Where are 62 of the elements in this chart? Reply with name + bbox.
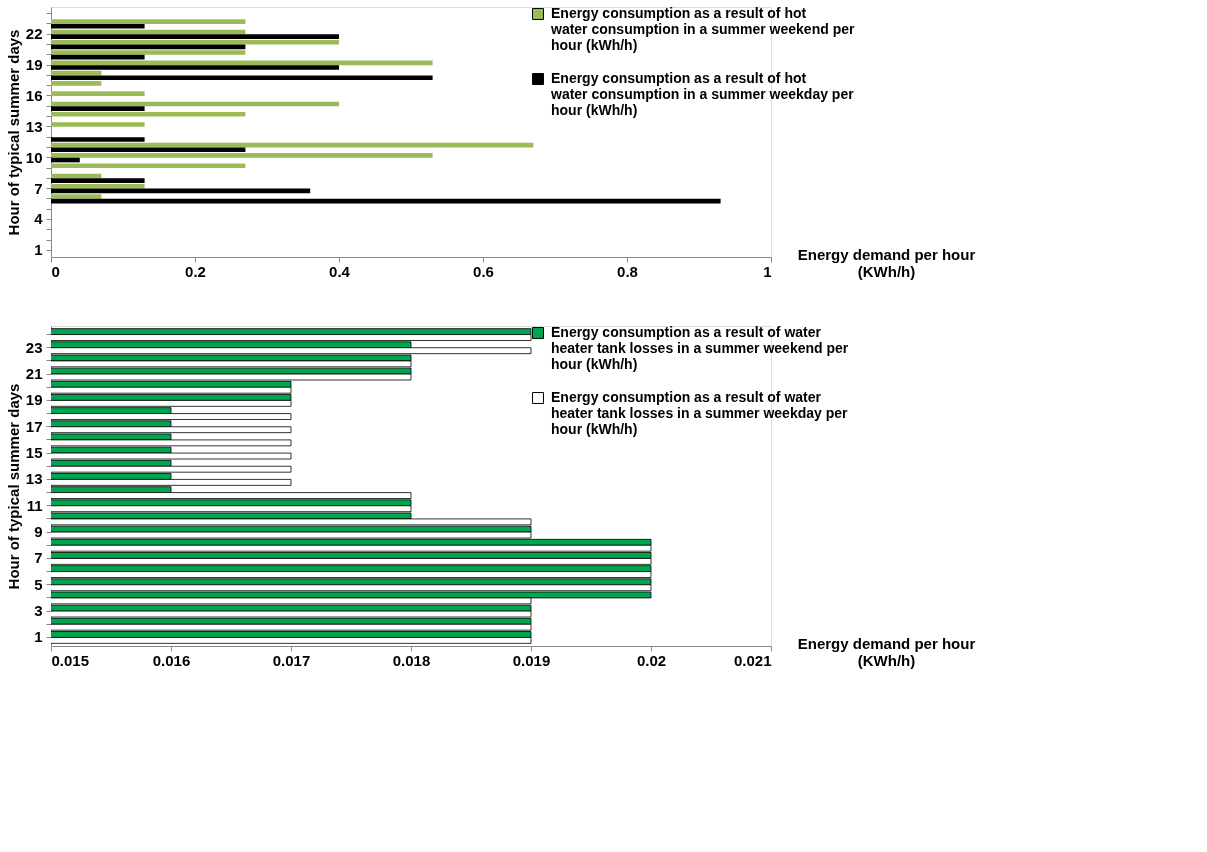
y-tick-label: 13 (25, 117, 43, 135)
x-tick-label: 1 (763, 262, 772, 280)
y-axis-title: Hour of typical summer days (4, 383, 22, 590)
bar (51, 65, 339, 70)
x-tick-label: 0.015 (51, 651, 90, 669)
y-tick-label: 7 (34, 179, 43, 197)
bar (51, 122, 145, 127)
x-tick-label: 0.017 (272, 651, 311, 669)
bar (51, 137, 145, 142)
x-tick-label: 0.019 (512, 651, 551, 669)
bar (51, 50, 246, 55)
x-tick-label: 0.8 (617, 262, 638, 280)
bar (51, 23, 145, 29)
x-tick-label: 0.02 (636, 651, 667, 669)
x-axis-title: Energy demand per hour (KWh/h) (797, 245, 976, 280)
y-tick-label: 19 (25, 56, 43, 74)
bar (51, 183, 145, 189)
x-tick-label: 0.6 (473, 262, 494, 280)
x-tick-label: 0.021 (733, 651, 772, 669)
y-axis-title: Hour of typical summer days (4, 29, 22, 236)
x-tick-label: 0.2 (185, 262, 206, 280)
x-tick-label: 0.4 (329, 262, 351, 280)
y-tick-label: 1 (34, 241, 43, 259)
y-tick-label: 22 (25, 25, 43, 43)
bar (51, 194, 102, 199)
bar (51, 106, 145, 111)
bar (51, 163, 246, 169)
legend-label: Energy consumption as a result of hot water consumption in a summer weekend per hour (kWh/h) (550, 5, 855, 53)
bar (51, 91, 145, 96)
y-tick-label: 9 (34, 523, 43, 541)
bar (51, 19, 246, 24)
bar (51, 147, 246, 153)
y-tick-label: 4 (34, 210, 44, 228)
bar (51, 81, 102, 86)
legend-label: Energy consumption as a result of water heater tank losses in a summer weekday per hour (kWh/h) (551, 389, 849, 437)
bar (51, 34, 339, 39)
bar (51, 111, 246, 117)
y-tick-label: 5 (34, 575, 43, 593)
y-tick-label: 17 (25, 417, 43, 435)
bar (51, 198, 721, 204)
x-axis-title: Energy demand per hour (KWh/h) (797, 634, 976, 669)
y-tick-label: 16 (25, 86, 43, 104)
bar (51, 153, 433, 158)
legend-label: Energy consumption as a result of hot water consumption in a summer weekday per hour (kWh/h) (550, 70, 855, 118)
y-tick-label: 11 (26, 496, 43, 514)
y-tick-label: 7 (34, 549, 43, 567)
y-tick-label: 10 (25, 148, 43, 166)
legend-label: Energy consumption as a result of water heater tank losses in a summer weekend per hour (kWh/h) (551, 324, 849, 372)
y-tick-label: 3 (34, 602, 43, 620)
bar (51, 178, 145, 183)
x-tick-label: 0 (51, 262, 60, 280)
x-tick-label: 0.016 (152, 651, 191, 669)
bar (51, 60, 433, 66)
y-tick-label: 21 (25, 365, 43, 383)
bar (51, 75, 433, 81)
bar (51, 39, 339, 45)
y-tick-label: 19 (25, 391, 43, 409)
y-tick-label: 23 (25, 338, 43, 356)
y-tick-label: 15 (25, 444, 43, 462)
y-tick-label: 1 (34, 628, 43, 646)
y-tick-label: 13 (25, 470, 43, 488)
x-tick-label: 0.018 (392, 651, 431, 669)
